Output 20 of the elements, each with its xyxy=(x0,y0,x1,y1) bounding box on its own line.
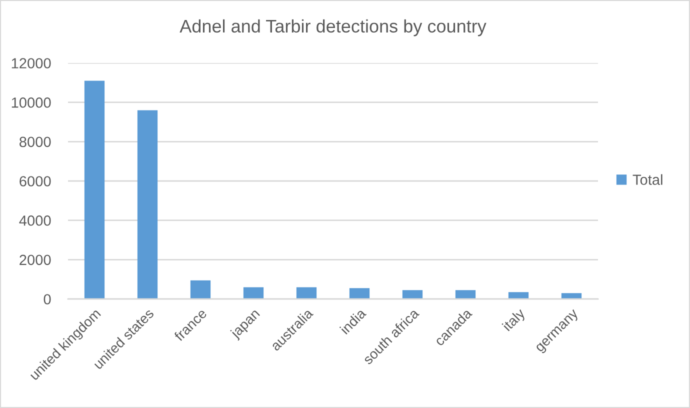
bar xyxy=(508,292,529,299)
y-tick-label: 0 xyxy=(44,294,51,304)
bar xyxy=(243,287,264,299)
bar xyxy=(190,280,211,299)
chart-title: Adnel and Tarbir detections by country xyxy=(180,19,486,36)
bar xyxy=(296,287,317,299)
bar xyxy=(455,290,476,299)
y-tick-label: 12000 xyxy=(12,58,51,68)
y-tick-label: 10000 xyxy=(12,97,51,108)
bar xyxy=(402,290,423,299)
legend-label: Total xyxy=(632,174,662,185)
bar xyxy=(137,110,158,299)
bar xyxy=(561,293,582,299)
x-tick-label: italy xyxy=(502,307,528,334)
y-tick-label: 2000 xyxy=(20,254,51,266)
bar xyxy=(349,288,370,299)
bar xyxy=(84,80,105,299)
y-tick-label: 4000 xyxy=(19,215,51,226)
y-tick-label: 6000 xyxy=(20,176,51,186)
y-tick-label: 8000 xyxy=(20,136,51,148)
